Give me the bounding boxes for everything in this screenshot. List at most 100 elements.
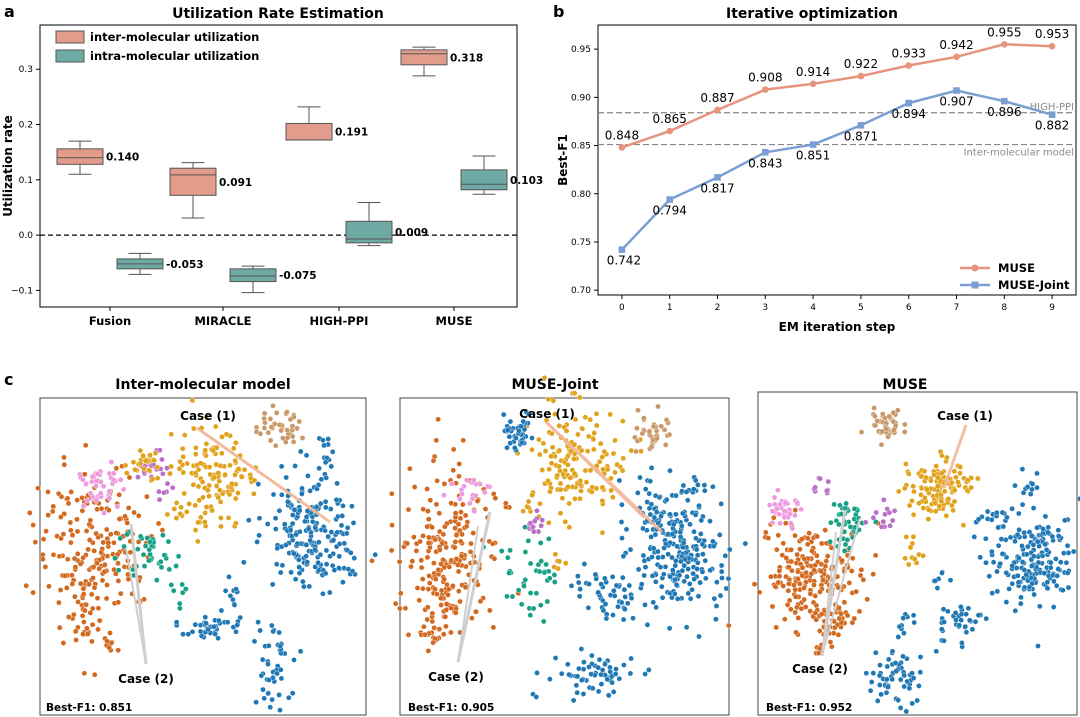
scatter-point — [58, 514, 64, 520]
scatter-point — [89, 638, 95, 645]
scatter-point — [562, 560, 569, 567]
scatter-point — [270, 491, 277, 498]
scatter-point — [418, 564, 425, 571]
scatter-point — [679, 523, 685, 529]
box-value-label: -0.053 — [166, 259, 204, 271]
scatter-point — [588, 671, 594, 677]
scatter-point — [86, 581, 92, 588]
panel-b-series: 0.848 0.865 0.887 0.908 0.914 0.922 0.933 0.942… — [605, 25, 1070, 267]
scatter-point — [635, 407, 641, 414]
scatter-point — [60, 640, 67, 646]
scatter-point — [72, 564, 79, 570]
scatter-point — [124, 520, 130, 526]
scatter-point — [79, 507, 86, 514]
scatter-point — [291, 657, 297, 663]
scatter-point — [120, 486, 127, 493]
scatter-point — [296, 507, 303, 514]
scatter-point — [951, 498, 958, 505]
scatter-point — [515, 587, 522, 594]
scatter-point — [254, 539, 260, 545]
scatter-point — [56, 599, 62, 606]
scatter-point — [998, 536, 1005, 542]
scatter-point — [851, 615, 858, 622]
scatter-point — [158, 564, 165, 571]
scatter-point — [489, 541, 496, 547]
scatter-point — [784, 602, 791, 608]
scatter-point — [536, 436, 542, 443]
scatter-point — [910, 511, 917, 518]
scatter-point — [431, 625, 438, 631]
scatter-point — [498, 548, 505, 554]
c2-case2-arrows — [456, 511, 492, 663]
scatter-point — [646, 490, 653, 497]
scatter-point — [691, 576, 698, 582]
scatter-point — [889, 648, 896, 655]
scatter-point — [655, 548, 661, 555]
scatter-point — [598, 581, 605, 587]
scatter-point — [587, 416, 594, 423]
b-data-label: 0.851 — [796, 149, 830, 163]
scatter-point — [890, 409, 897, 416]
scatter-point — [646, 428, 653, 435]
scatter-point — [336, 565, 342, 571]
scatter-point — [484, 483, 491, 490]
b-xtick-label: 0 — [619, 303, 625, 313]
scatter-point — [1060, 587, 1066, 594]
scatter-point — [504, 554, 511, 561]
scatter-point — [287, 527, 294, 533]
scatter-point — [225, 515, 232, 521]
c3-case2-arrows — [820, 509, 861, 657]
scatter-point — [820, 577, 826, 584]
scatter-point — [202, 510, 208, 516]
scatter-point — [806, 530, 813, 536]
scatter-point — [648, 534, 654, 540]
scatter-point — [650, 423, 657, 430]
scatter-point — [578, 646, 585, 652]
scatter-point — [124, 470, 130, 476]
scatter-point — [805, 535, 811, 542]
scatter-point — [615, 603, 621, 610]
scatter-point — [67, 519, 74, 526]
scatter-point — [442, 523, 448, 530]
scatter-point — [795, 615, 802, 621]
scatter-point — [600, 607, 607, 614]
scatter-point — [791, 582, 797, 588]
scatter-point — [292, 576, 299, 583]
scatter-point — [175, 553, 182, 560]
scatter-point — [1009, 580, 1016, 587]
scatter-point — [776, 573, 783, 580]
scatter-point — [958, 617, 964, 623]
scatter-point — [788, 547, 795, 553]
scatter-point — [938, 498, 945, 505]
scatter-point — [660, 554, 666, 560]
scatter-point — [349, 503, 355, 510]
scatter-point — [607, 411, 614, 418]
scatter-point — [598, 671, 604, 678]
scatter-point — [94, 470, 101, 477]
scatter-point — [151, 457, 157, 464]
scatter-point — [492, 495, 499, 502]
scatter-point — [463, 523, 470, 530]
scatter-point — [50, 552, 57, 558]
b-point-muse-joint — [809, 141, 817, 148]
scatter-point — [1006, 586, 1012, 592]
scatter-point — [251, 490, 257, 497]
scatter-point — [1049, 533, 1056, 540]
scatter-point — [420, 585, 426, 592]
scatter-point — [646, 667, 652, 673]
scatter-point — [870, 571, 877, 578]
scatter-point — [827, 538, 833, 545]
legend-label-intra: intra-molecular utilization — [90, 49, 259, 63]
scatter-point — [891, 427, 897, 433]
scatter-point — [556, 447, 563, 454]
scatter-point — [651, 514, 658, 521]
panel-a-ylabel: Utilization rate — [1, 115, 15, 217]
b-ytick-label: 0.95 — [571, 45, 591, 55]
scatter-point — [548, 460, 555, 467]
scatter-point — [650, 545, 657, 552]
scatter-point — [203, 620, 209, 627]
scatter-point — [325, 533, 331, 540]
scatter-point — [694, 552, 701, 559]
scatter-point — [176, 600, 183, 607]
scatter-point — [560, 471, 567, 478]
